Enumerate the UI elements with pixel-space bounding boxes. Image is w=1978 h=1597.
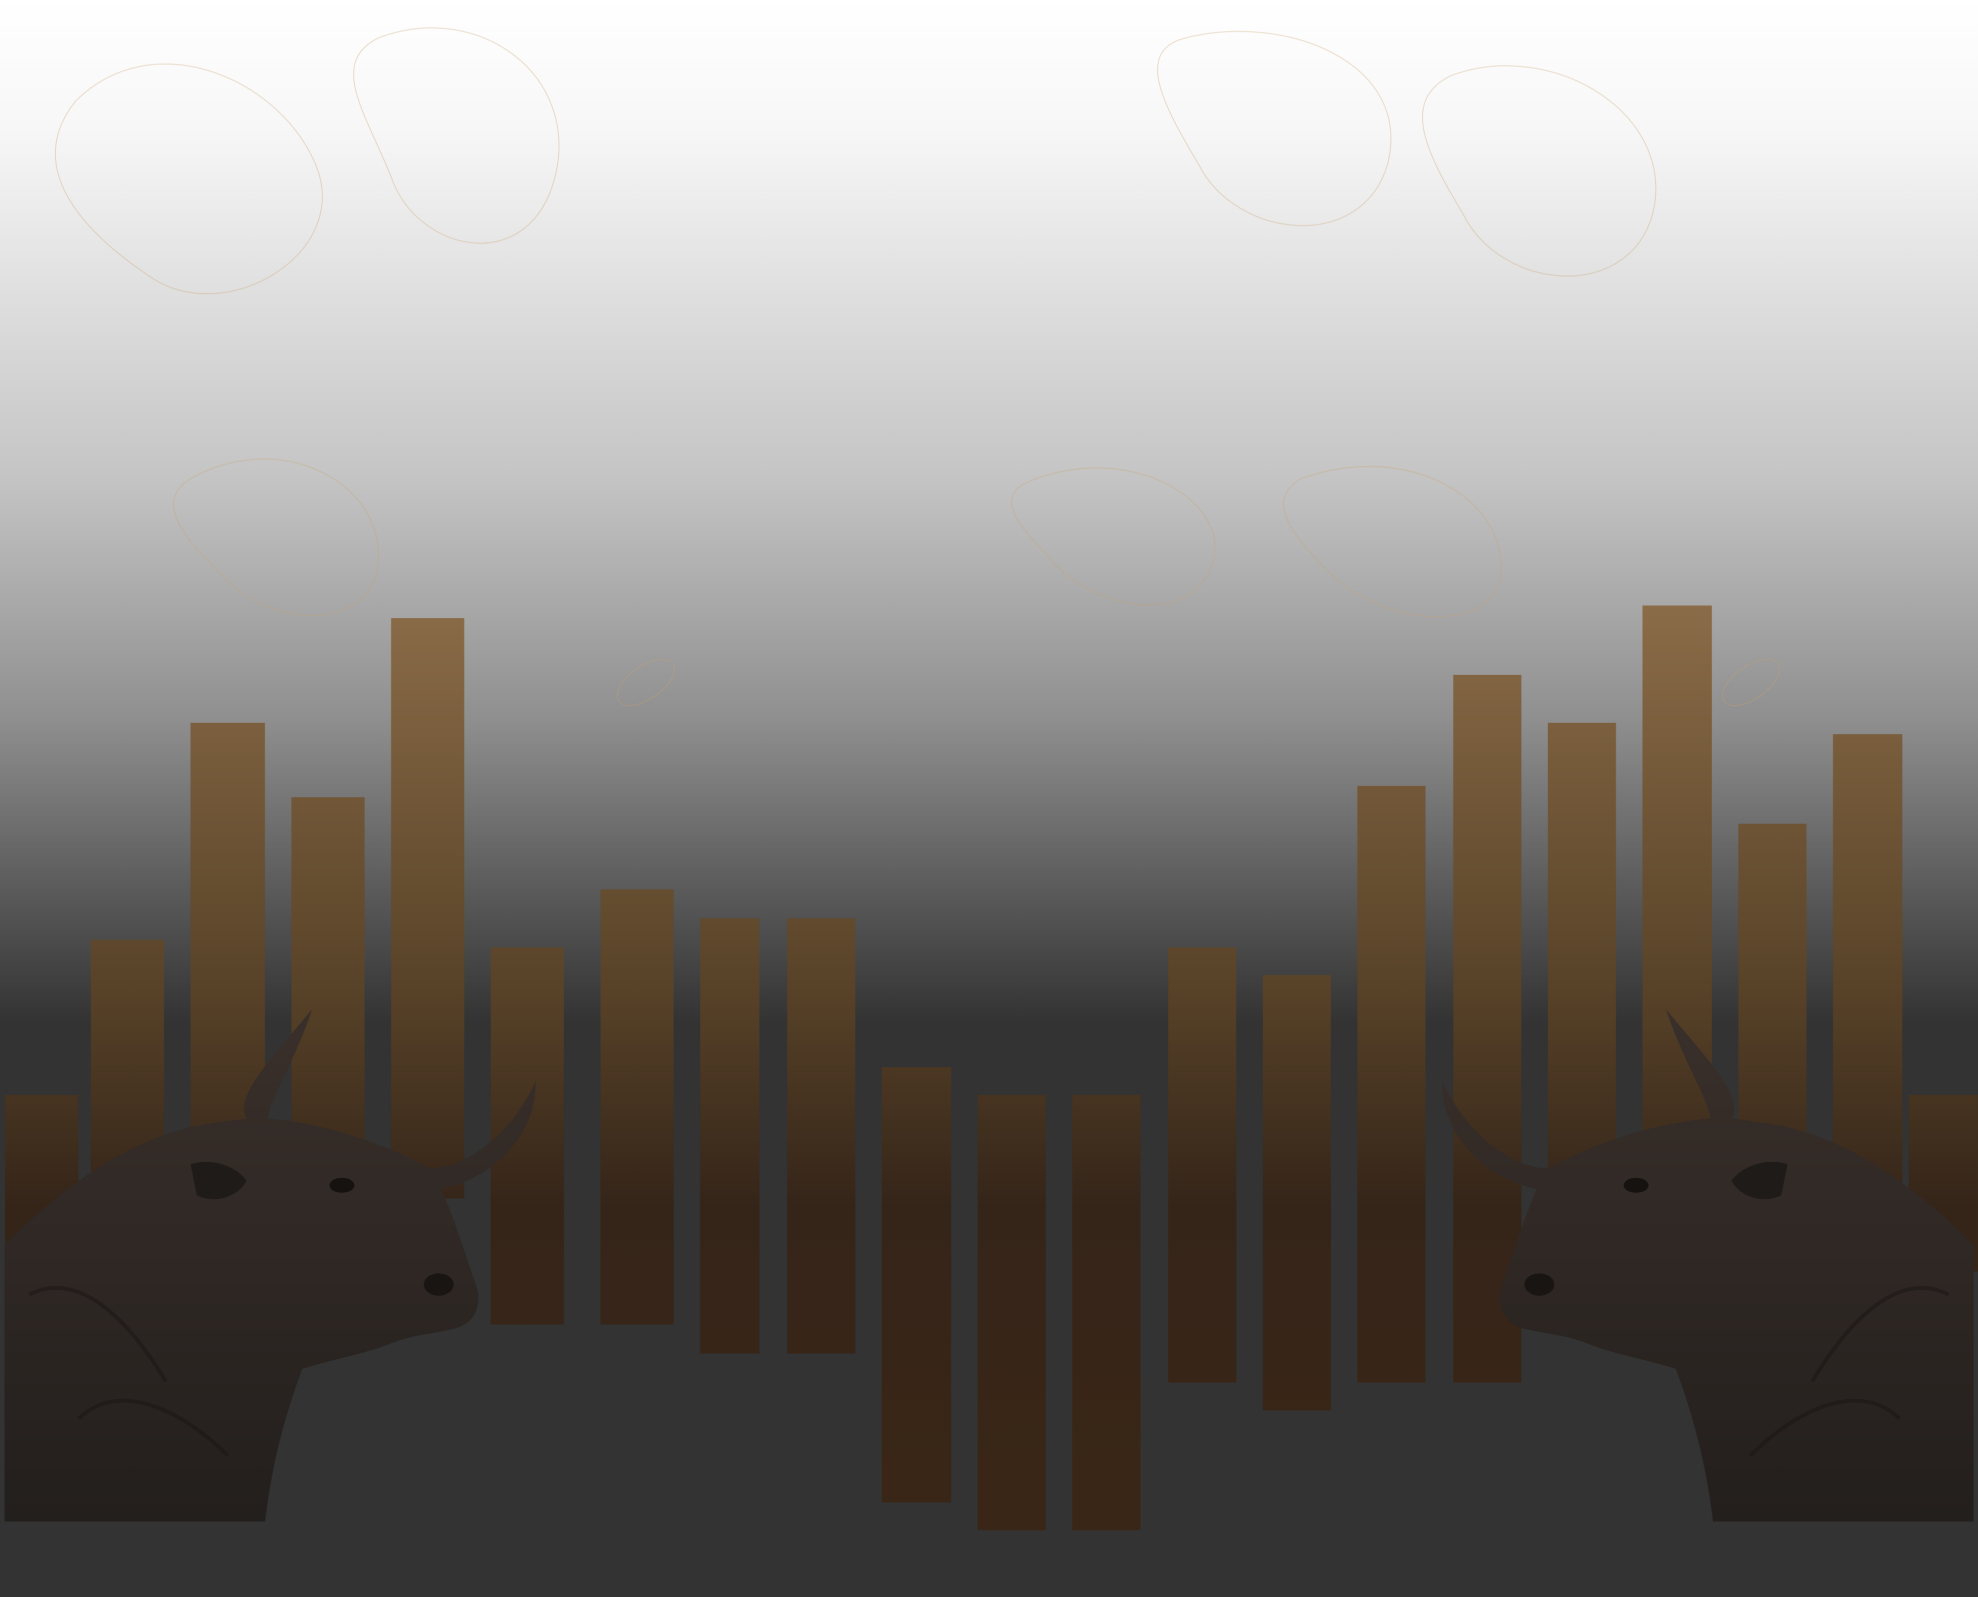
- footer-band: [0, 1530, 1978, 1597]
- bar: [1072, 1094, 1141, 1531]
- contour-pattern: [55, 27, 1780, 707]
- bar: [600, 889, 674, 1325]
- bar: [700, 918, 760, 1354]
- bar: [1547, 722, 1616, 1203]
- bar: [391, 618, 465, 1199]
- bar: [977, 1094, 1046, 1531]
- bar: [1262, 975, 1331, 1411]
- bar: [1642, 605, 1712, 1186]
- bar: [787, 918, 856, 1354]
- bar: [1168, 947, 1237, 1383]
- bar: [881, 1067, 952, 1503]
- bar: [1357, 785, 1426, 1383]
